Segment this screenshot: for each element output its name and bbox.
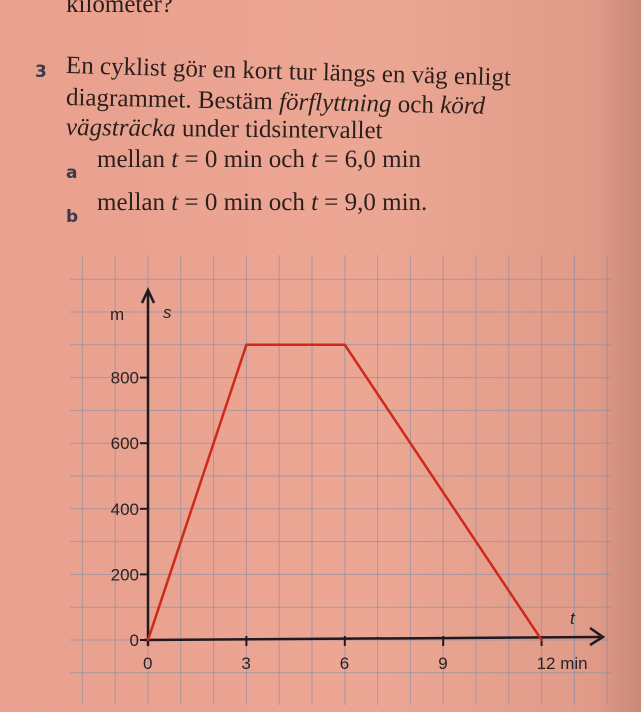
text: = 6,0 min (318, 146, 422, 173)
x-tick-label: 0 (143, 654, 152, 673)
x-tick-label: 9 (438, 654, 447, 673)
part-b-text: mellan t = 0 min och t = 9,0 min. (97, 189, 427, 217)
data-point (245, 343, 248, 346)
y-axis-arrow-icon (140, 287, 156, 304)
problem-number: 3 (35, 62, 47, 82)
y-tick-label: 200 (111, 565, 139, 584)
text: = 9,0 min. (318, 189, 428, 216)
part-a-label: a (66, 163, 78, 183)
var-t: t (171, 146, 179, 173)
x-axis-label: t (570, 609, 576, 628)
x-tick-label: 6 (340, 654, 349, 673)
part-b-label: b (66, 207, 79, 227)
part-a-text: mellan t = 0 min och t = 6,0 min (97, 146, 421, 174)
data-point (343, 343, 346, 346)
distance-line (146, 343, 543, 641)
data-point (146, 638, 150, 642)
text: = 0 min och (178, 189, 312, 216)
x-axis (143, 635, 601, 642)
var-t: t (311, 189, 319, 216)
y-tick-label: 400 (111, 500, 139, 519)
y-tick-label: 0 (130, 631, 139, 650)
y-tick-label: 600 (111, 434, 139, 453)
x-tick-label: 3 (241, 654, 250, 673)
x-tick-label: 12 min (537, 654, 588, 673)
y-tick-label: 800 (111, 369, 139, 388)
text: mellan (97, 189, 172, 216)
y-unit-label: m (110, 305, 124, 324)
var-t: t (311, 146, 319, 173)
y-axis-label: s (163, 303, 172, 322)
data-point (540, 638, 543, 642)
text: = 0 min och (178, 146, 312, 173)
previous-question-text: kilometer? (66, 0, 173, 18)
var-t: t (171, 189, 179, 216)
text: mellan (97, 146, 172, 173)
x-axis-arrow-icon (589, 626, 606, 647)
